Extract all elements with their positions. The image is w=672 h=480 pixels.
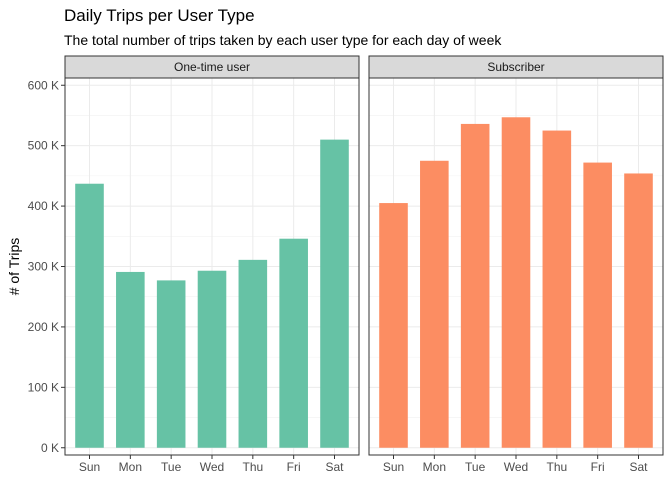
y-tick-label: 600 K [28,78,59,92]
chart-title: Daily Trips per User Type [64,6,255,25]
y-tick-label: 100 K [28,380,59,394]
x-tick-label: Tue [465,460,486,474]
facet-strip-label: One-time user [174,60,250,74]
y-tick-label: 0 K [41,441,59,455]
y-tick-label: 400 K [28,199,59,213]
x-tick-label: Sat [325,460,344,474]
x-tick-label: Fri [591,460,605,474]
x-tick-label: Wed [504,460,528,474]
facet-strip-label: Subscriber [487,60,544,74]
bar-tue [156,280,186,448]
x-tick-label: Tue [161,460,182,474]
bar-mon [420,160,449,448]
bar-thu [542,130,572,448]
bar-wed [501,117,531,448]
x-tick-label: Sun [79,460,100,474]
bar-tue [460,123,490,448]
bar-fri [583,162,612,448]
y-axis-title: # of Trips [6,238,22,296]
bar-wed [197,270,227,448]
x-tick-label: Mon [119,460,142,474]
bar-mon [116,271,145,448]
x-tick-label: Sat [629,460,648,474]
x-tick-label: Fri [287,460,301,474]
chart-subtitle: The total number of trips taken by each … [64,32,502,48]
y-tick-label: 200 K [28,320,59,334]
x-tick-label: Thu [242,460,263,474]
bar-fri [279,238,308,448]
bar-sun [75,183,104,448]
bar-thu [238,259,268,448]
bar-sat [624,173,653,448]
bar-sat [320,139,349,448]
bar-sun [379,203,408,448]
x-tick-label: Thu [546,460,567,474]
y-tick-label: 300 K [28,260,59,274]
x-tick-label: Mon [423,460,446,474]
y-tick-label: 500 K [28,139,59,153]
x-tick-label: Sun [383,460,404,474]
x-tick-label: Wed [200,460,224,474]
